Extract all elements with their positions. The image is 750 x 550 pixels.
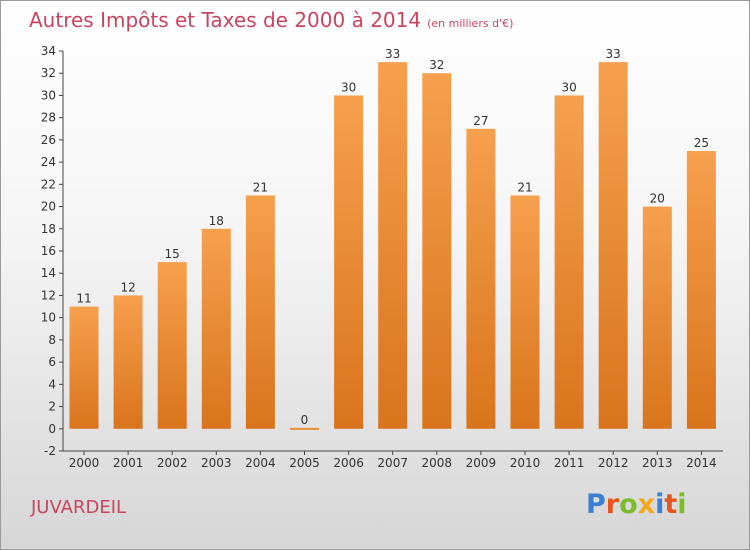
bar bbox=[290, 427, 319, 430]
x-tick-label: 2001 bbox=[113, 456, 144, 470]
bar-value-label: 11 bbox=[76, 292, 91, 306]
x-tick-label: 2000 bbox=[69, 456, 100, 470]
bar bbox=[466, 128, 496, 429]
logo-letter: o bbox=[619, 489, 638, 520]
proxiti-logo: Proxiti bbox=[586, 489, 687, 520]
logo-letter: i bbox=[655, 489, 665, 520]
bar-value-label: 21 bbox=[253, 180, 268, 194]
x-tick-label: 2005 bbox=[289, 456, 320, 470]
y-tick-label: -2 bbox=[44, 444, 56, 458]
x-tick-label: 2004 bbox=[245, 456, 276, 470]
x-tick-label: 2009 bbox=[466, 456, 497, 470]
bar-value-label: 0 bbox=[301, 413, 309, 427]
y-tick-label: 26 bbox=[41, 133, 56, 147]
bar-value-label: 18 bbox=[209, 214, 224, 228]
y-tick-label: 16 bbox=[41, 244, 56, 258]
logo-letter: i bbox=[677, 489, 687, 520]
bar bbox=[245, 195, 275, 429]
logo-letter: x bbox=[637, 489, 656, 520]
y-tick-label: 20 bbox=[41, 200, 56, 214]
y-tick-label: 34 bbox=[41, 44, 56, 58]
bar-value-label: 33 bbox=[385, 47, 400, 61]
y-tick-label: 18 bbox=[41, 222, 56, 236]
y-tick-label: 4 bbox=[48, 377, 56, 391]
bar-value-label: 15 bbox=[165, 247, 180, 261]
logo-letter: P bbox=[586, 489, 606, 520]
y-tick-label: 28 bbox=[41, 111, 56, 125]
y-tick-label: 10 bbox=[41, 311, 56, 325]
bar-value-label: 21 bbox=[517, 180, 532, 194]
bar bbox=[554, 95, 584, 429]
bar bbox=[157, 262, 187, 429]
x-tick-label: 2013 bbox=[642, 456, 673, 470]
chart-unit-note: (en milliers d'€) bbox=[427, 17, 514, 30]
x-tick-label: 2014 bbox=[686, 456, 717, 470]
value-labels: 11 12 15 18 21 0 30 33 32 27 21 30 33 20 25 bbox=[76, 47, 709, 427]
chart-title: Autres Impôts et Taxes de 2000 à 2014 (en… bbox=[29, 8, 513, 32]
y-tick-label: 12 bbox=[41, 288, 56, 302]
bar-value-label: 20 bbox=[650, 192, 665, 206]
chart-title-text: Autres Impôts et Taxes de 2000 à 2014 bbox=[29, 8, 422, 32]
y-tick-label: 24 bbox=[41, 155, 56, 169]
x-tick-label: 2011 bbox=[554, 456, 585, 470]
x-tick-label: 2010 bbox=[510, 456, 541, 470]
bar-value-label: 33 bbox=[606, 47, 621, 61]
bar bbox=[334, 95, 364, 429]
bar-value-label: 25 bbox=[694, 136, 709, 150]
y-tick-label: 8 bbox=[48, 333, 56, 347]
commune-name: JUVARDEIL bbox=[31, 497, 127, 518]
x-tick-label: 2007 bbox=[377, 456, 408, 470]
y-tick-label: 6 bbox=[48, 355, 56, 369]
x-tick-label: 2006 bbox=[333, 456, 364, 470]
x-tick-label: 2003 bbox=[201, 456, 232, 470]
bar bbox=[686, 151, 716, 429]
bar-value-label: 12 bbox=[120, 280, 135, 294]
y-tick-label: 22 bbox=[41, 177, 56, 191]
x-tick-label: 2008 bbox=[422, 456, 453, 470]
bar bbox=[378, 62, 408, 429]
bar bbox=[69, 306, 99, 429]
bar-value-label: 30 bbox=[561, 80, 576, 94]
y-tick-label: 14 bbox=[41, 266, 56, 280]
bar bbox=[510, 195, 540, 429]
bars bbox=[69, 62, 716, 430]
bar bbox=[201, 228, 231, 429]
y-tick-label: 32 bbox=[41, 66, 56, 80]
y-tick-label: 30 bbox=[41, 88, 56, 102]
bar bbox=[422, 73, 452, 429]
y-tick-label: 0 bbox=[48, 422, 56, 436]
logo-letter: r bbox=[605, 489, 620, 520]
bar bbox=[642, 206, 672, 429]
bar-value-label: 32 bbox=[429, 58, 444, 72]
bar-value-label: 30 bbox=[341, 80, 356, 94]
logo-letter: t bbox=[664, 489, 678, 520]
bar bbox=[598, 62, 628, 429]
bar bbox=[113, 295, 143, 429]
y-tick-label: 2 bbox=[48, 400, 56, 414]
x-tick-label: 2002 bbox=[157, 456, 188, 470]
x-tick-label: 2012 bbox=[598, 456, 629, 470]
bar-value-label: 27 bbox=[473, 114, 488, 128]
